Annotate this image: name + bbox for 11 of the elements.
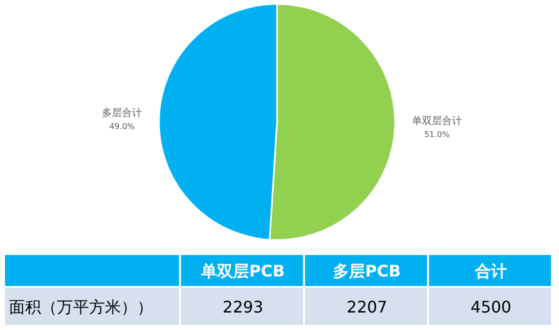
slice-label: 多层合计 (102, 106, 142, 119)
data-label: 2293 (222, 298, 264, 316)
slice-label: 单双层合计 (412, 115, 462, 128)
text: 面积（万平方米）） (9, 298, 153, 316)
data-label: 51.0% (424, 130, 450, 140)
category-label: 合计 (474, 262, 507, 280)
data-label: 4500 (470, 298, 512, 316)
data-label: 2207 (346, 298, 388, 316)
category-label: 多层PCB (333, 262, 401, 280)
category-label: 单双层PCB (200, 262, 285, 280)
data-label: 49.0% (109, 122, 136, 131)
